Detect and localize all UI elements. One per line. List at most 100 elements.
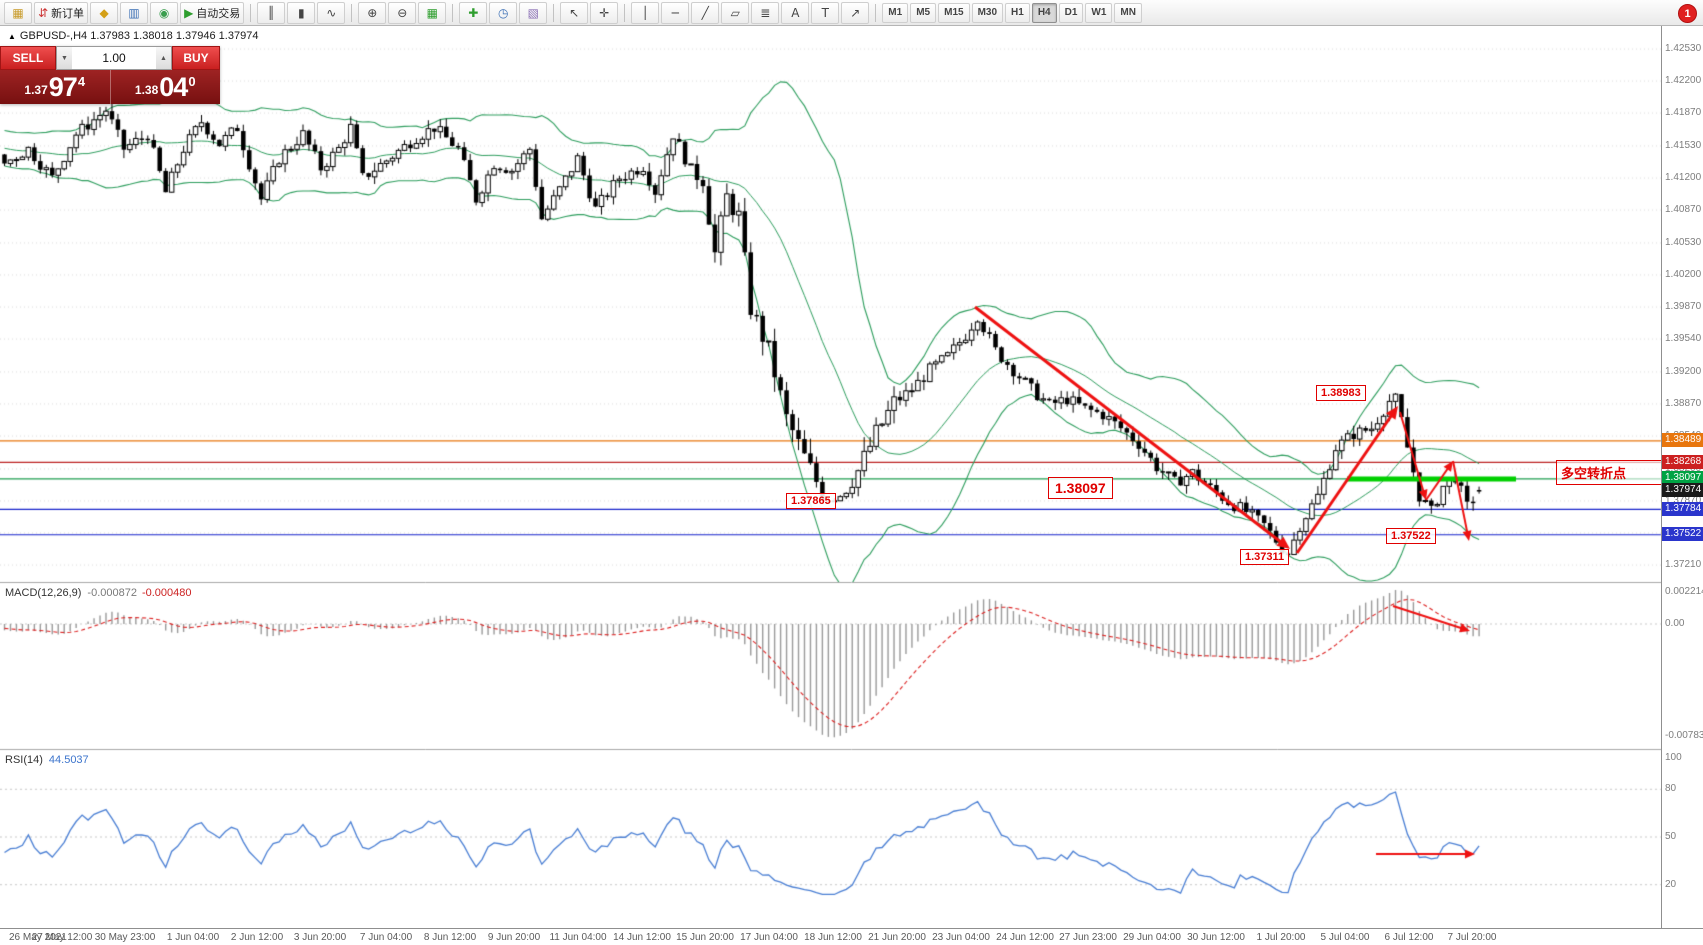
chart-note: 多空转折点 <box>1556 460 1670 485</box>
time-axis-label: 7 Jun 04:00 <box>359 932 413 943</box>
vertical-line-icon[interactable]: │ <box>631 1 660 24</box>
macd-main-value: -0.000872 <box>87 587 137 599</box>
periods-icon: ◷ <box>498 5 509 20</box>
time-axis-label: 1 Jun 04:00 <box>166 932 220 943</box>
periods-icon[interactable]: ◷ <box>489 1 518 24</box>
cursor-icon[interactable]: ↖ <box>560 1 589 24</box>
price-axis-label: 1.40870 <box>1665 204 1702 215</box>
rsi-axis-label: 20 <box>1665 878 1677 890</box>
horizontal-line-icon: ─ <box>671 5 679 20</box>
fibonacci-icon: ≣ <box>760 5 771 20</box>
toolbar-separator <box>351 3 353 22</box>
rsi-axis-label: 100 <box>1665 751 1682 763</box>
time-axis-label: 2 Jun 12:00 <box>230 932 284 943</box>
price-axis-label: 1.41200 <box>1665 172 1702 183</box>
buy-price-prefix: 1.38 <box>134 83 159 97</box>
vertical-line-icon: │ <box>641 5 649 20</box>
price-axis[interactable]: 1.42530 1.42200 1.41870 1.41530 1.41200 1.408… <box>1661 24 1703 928</box>
price-callout: 1.37311 <box>1240 549 1290 565</box>
volume-decrease-button[interactable]: ▼ <box>57 47 72 69</box>
price-axis-label: 1.42530 <box>1665 43 1702 54</box>
text-icon[interactable]: A <box>781 1 810 24</box>
time-axis-label: 7 Jul 20:00 <box>1447 932 1497 943</box>
time-axis-label: 5 Jul 04:00 <box>1320 932 1370 943</box>
price-axis-label: 1.41530 <box>1665 139 1702 151</box>
time-axis[interactable]: 26 May 2021 27 May 12:00 30 May 23:00 1 Jun… <box>0 928 1703 945</box>
expert-advisor-icon: ◆ <box>99 5 109 20</box>
buy-price[interactable]: 1.38 04 0 <box>109 70 221 104</box>
fibonacci-icon[interactable]: ≣ <box>751 1 780 24</box>
price-axis-label: 1.39200 <box>1665 365 1702 377</box>
timeframe-d1-button[interactable]: D1 <box>1058 2 1084 23</box>
market-watch-icon: ▥ <box>128 5 140 20</box>
cursor-icon: ↖ <box>569 5 580 20</box>
toolbar-separator <box>250 3 252 22</box>
trendline-icon[interactable]: ╱ <box>691 1 720 24</box>
zoom-in-icon: ⊕ <box>367 5 378 20</box>
sell-price-pip: 4 <box>77 74 86 89</box>
arrows-icon[interactable]: ↗ <box>841 1 870 24</box>
horizontal-line-icon[interactable]: ─ <box>661 1 690 24</box>
indicators-add-icon[interactable]: ✚ <box>459 1 488 24</box>
rsi-value: 44.5037 <box>48 754 89 766</box>
timeframe-h4-button[interactable]: H4 <box>1031 2 1057 23</box>
new-chart-icon: ▦ <box>12 5 24 20</box>
time-axis-label: 15 Jun 20:00 <box>676 932 734 943</box>
macd-axis-label: 0.002214 <box>1665 586 1703 598</box>
auto-trading-button-label: 自动交易 <box>196 7 241 20</box>
sell-price-prefix: 1.37 <box>24 83 48 97</box>
auto-trading-button[interactable]: ▶ 自动交易 <box>180 1 245 24</box>
notification-badge[interactable]: 1 <box>1678 4 1697 23</box>
rsi-title: RSI(14) <box>5 754 43 766</box>
time-axis-label: 23 Jun 04:00 <box>932 932 990 943</box>
timeframe-m1-button[interactable]: M1 <box>882 2 909 23</box>
volume-increase-button[interactable]: ▲ <box>156 47 171 69</box>
symbol-ohlc-text: GBPUSD-,H4 1.37983 1.38018 1.37946 1.379… <box>19 30 259 42</box>
collapse-panel-icon[interactable]: ▲ <box>8 32 16 41</box>
price-tag: 1.37974 <box>1662 483 1703 498</box>
rsi-header: RSI(14) 44.5037 <box>5 754 89 766</box>
timeframe-m30-button[interactable]: M30 <box>971 2 1004 23</box>
price-axis-label: 1.42200 <box>1665 75 1702 86</box>
macd-axis-label: 0.00 <box>1665 618 1685 629</box>
zoom-out-icon[interactable]: ⊖ <box>388 1 417 24</box>
text-label-icon[interactable]: T <box>811 1 840 24</box>
timeframe-m5-button[interactable]: M5 <box>910 2 937 23</box>
sell-button[interactable]: SELL <box>0 46 56 70</box>
new-chart-icon[interactable]: ▦ <box>4 1 32 24</box>
price-tag: 1.38268 <box>1662 454 1703 469</box>
templates-icon[interactable]: ▧ <box>519 1 548 24</box>
new-order-button: ⇵ <box>38 5 49 20</box>
navigator-icon[interactable]: ◉ <box>150 1 179 24</box>
arrows-icon: ↗ <box>850 5 861 20</box>
buy-button[interactable]: BUY <box>172 46 220 70</box>
tile-windows-icon[interactable]: ▦ <box>418 1 447 24</box>
timeframe-w1-button[interactable]: W1 <box>1085 2 1113 23</box>
sell-price[interactable]: 1.37 97 4 <box>0 70 110 104</box>
bar-chart-icon[interactable]: ║ <box>257 1 286 24</box>
timeframe-m15-button[interactable]: M15 <box>938 2 970 23</box>
macd-title: MACD(12,26,9) <box>5 587 82 599</box>
equidistant-channel-icon: ▱ <box>730 5 740 20</box>
equidistant-channel-icon[interactable]: ▱ <box>721 1 750 24</box>
volume-field[interactable]: ▼ 1.00 ▲ <box>56 46 172 70</box>
crosshair-icon: ✛ <box>599 5 610 20</box>
templates-icon: ▧ <box>527 5 539 20</box>
market-watch-icon[interactable]: ▥ <box>120 1 149 24</box>
toolbar-separator <box>875 3 877 22</box>
time-axis-label: 3 Jun 20:00 <box>293 932 347 943</box>
candlestick-chart-icon[interactable]: ▮ <box>287 1 316 24</box>
crosshair-icon[interactable]: ✛ <box>590 1 619 24</box>
new-order-button[interactable]: ⇵ 新订单 <box>34 1 89 24</box>
zoom-in-icon[interactable]: ⊕ <box>358 1 387 24</box>
line-chart-icon[interactable]: ∿ <box>317 1 346 24</box>
expert-advisor-icon[interactable]: ◆ <box>90 1 119 24</box>
timeframe-h1-button[interactable]: H1 <box>1005 2 1030 23</box>
toolbar-separator <box>553 3 555 22</box>
timeframe-mn-button[interactable]: MN <box>1114 2 1142 23</box>
volume-value[interactable]: 1.00 <box>102 51 126 65</box>
one-click-trading-panel: SELL ▼ 1.00 ▲ BUY 1.37 97 4 1.38 04 0 <box>0 46 220 104</box>
new-order-button-label: 新订单 <box>51 7 85 20</box>
